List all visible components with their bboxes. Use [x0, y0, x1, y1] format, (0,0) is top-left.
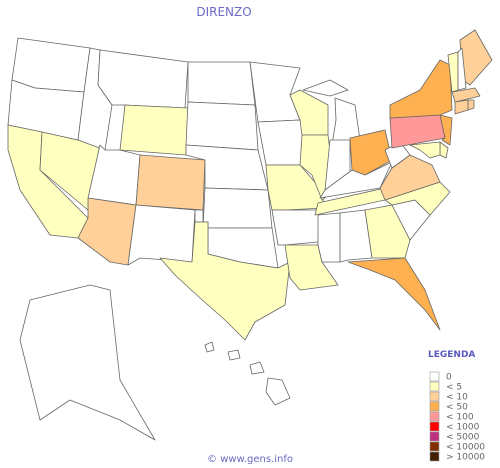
state: [467, 99, 475, 111]
footer: © www.gens.info: [207, 454, 293, 465]
legend-swatch: [429, 421, 440, 432]
state: [187, 61, 256, 106]
state: [409, 141, 441, 159]
state: [127, 204, 196, 266]
legend-title: LEGENDA: [428, 350, 475, 360]
legend-swatch: [429, 441, 440, 452]
state: [159, 221, 291, 341]
states: [7, 29, 493, 441]
legend-label: < 10: [446, 393, 468, 403]
legend-label: 0: [446, 373, 452, 383]
legend-label: < 10000: [446, 443, 485, 453]
legend-swatch: [429, 431, 440, 442]
legend-label: < 50: [446, 403, 468, 413]
state: [389, 59, 453, 119]
state: [185, 101, 259, 151]
state: [135, 154, 206, 211]
state: [439, 141, 449, 159]
state: [454, 99, 469, 115]
legend-label: < 1000: [446, 423, 480, 433]
legend-label: < 100: [446, 413, 474, 423]
state: [451, 87, 481, 103]
state: [119, 104, 189, 156]
state: [457, 47, 467, 91]
state: [439, 114, 453, 146]
legend-swatch: [429, 371, 440, 382]
state: [271, 209, 321, 246]
state: [265, 377, 291, 406]
legend-swatch: [429, 381, 440, 392]
state: [202, 187, 273, 229]
state: [227, 349, 241, 361]
legend-label: > 10000: [446, 453, 485, 463]
state: [347, 257, 441, 331]
legend-swatch: [429, 401, 440, 412]
state: [19, 284, 156, 441]
state: [249, 61, 301, 123]
state: [339, 209, 373, 263]
state: [302, 79, 349, 97]
state: [97, 49, 189, 109]
state: [349, 129, 393, 176]
state: [249, 361, 265, 375]
state: [317, 212, 341, 263]
legend-swatch: [429, 411, 440, 422]
legend-label: < 5: [446, 383, 462, 393]
legend-label: < 5000: [446, 433, 480, 443]
state: [265, 164, 326, 211]
legend-swatch: [429, 451, 440, 462]
legend-swatch: [429, 391, 440, 402]
state: [204, 341, 215, 353]
legend: 0< 5< 10< 50< 100< 1000< 5000< 10000> 10…: [429, 371, 485, 463]
map-title: DIRENZO: [196, 5, 251, 19]
